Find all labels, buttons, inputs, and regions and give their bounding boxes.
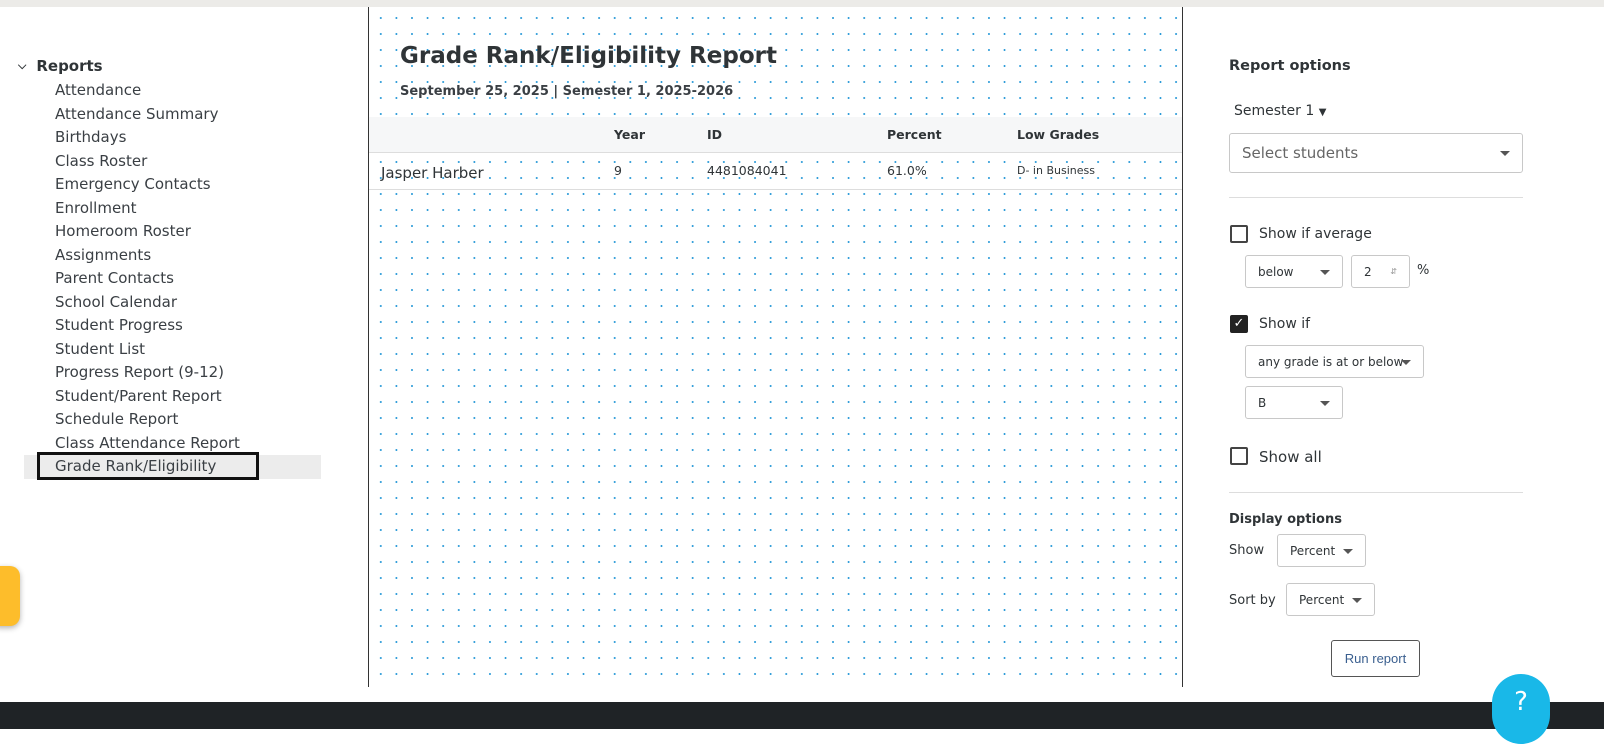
- low-grades-cell: D- in Business: [1017, 164, 1095, 177]
- sort-by-label: Sort by: [1229, 593, 1276, 608]
- sidebar-item-label: Class Attendance Report: [55, 433, 240, 452]
- caret-down-icon: [1352, 597, 1362, 603]
- show-if-average-checkbox[interactable]: [1230, 225, 1248, 243]
- footer-bar: [0, 702, 1604, 729]
- student-name: Jasper Harber: [381, 164, 484, 182]
- year-cell: 9: [614, 163, 622, 178]
- col-percent: Percent: [887, 127, 942, 142]
- sidebar-item-label: Attendance Summary: [55, 104, 219, 123]
- divider: [1229, 492, 1523, 493]
- table-row: Jasper Harber 9 4481084041 61.0% D- in B…: [369, 153, 1182, 190]
- sidebar-item-label: Birthdays: [55, 128, 127, 146]
- grade-condition-dropdown[interactable]: any grade is at or below: [1245, 345, 1424, 378]
- report-options-heading: Report options: [1229, 58, 1351, 74]
- id-cell: 4481084041: [707, 163, 787, 178]
- show-label: Show: [1229, 543, 1265, 558]
- report-subtitle: September 25, 2025 | Semester 1, 2025-20…: [400, 84, 734, 99]
- sidebar-item[interactable]: Progress Report (9-12): [24, 361, 321, 385]
- comparator-value: below: [1258, 264, 1294, 279]
- sidebar-item-label: Schedule Report: [55, 410, 179, 428]
- sort-value: Percent: [1299, 592, 1345, 607]
- sidebar-item[interactable]: Birthdays: [24, 126, 321, 150]
- chevron-down-icon: ⌵: [18, 59, 27, 72]
- sort-by-dropdown[interactable]: Percent: [1286, 583, 1375, 616]
- report-canvas: Grade Rank/Eligibility Report September …: [368, 7, 1183, 687]
- col-year: Year: [614, 127, 645, 142]
- sidebar-item-label: Homeroom Roster: [55, 222, 191, 240]
- caret-down-icon: [1401, 359, 1411, 365]
- col-low-grades: Low Grades: [1017, 127, 1100, 142]
- condition-value: any grade is at or below: [1258, 354, 1404, 369]
- side-widget-tab[interactable]: [0, 566, 20, 626]
- show-value: Percent: [1290, 543, 1336, 558]
- sidebar-item[interactable]: Student List: [24, 338, 321, 362]
- sidebar-item-label: Grade Rank/Eligibility: [36, 452, 260, 480]
- display-options-heading: Display options: [1229, 512, 1342, 527]
- sidebar-item-label: Attendance: [55, 81, 142, 99]
- sidebar-item-label: Student Progress: [55, 316, 183, 334]
- browser-top-strip: [0, 0, 1604, 7]
- sidebar-item-label: Assignments: [55, 245, 152, 264]
- sidebar-item[interactable]: Student/Parent Report: [24, 385, 321, 409]
- percent-cell: 61.0%: [887, 163, 927, 178]
- sidebar-item[interactable]: Student Progress: [24, 314, 321, 338]
- reports-section-toggle[interactable]: ⌵ Reports: [18, 55, 103, 77]
- caret-down-icon: [1320, 269, 1330, 275]
- sidebar-item-label: Student List: [55, 339, 146, 358]
- report-title: Grade Rank/Eligibility Report: [400, 43, 777, 69]
- average-value-stepper[interactable]: 2 ⇵: [1351, 255, 1410, 288]
- sidebar-item-label: Class Roster: [55, 151, 148, 170]
- show-if-checkbox[interactable]: ✓: [1230, 315, 1248, 333]
- average-value: 2: [1364, 264, 1372, 279]
- sidebar-item[interactable]: Parent Contacts: [24, 267, 321, 291]
- sidebar-item[interactable]: Assignments: [24, 244, 321, 268]
- sidebar-item[interactable]: Grade Rank/Eligibility: [24, 452, 321, 480]
- show-all-label: Show all: [1259, 448, 1322, 466]
- percent-unit: %: [1417, 263, 1430, 278]
- table-header: Year ID Percent Low Grades: [369, 117, 1182, 153]
- caret-down-icon: [1500, 151, 1510, 156]
- sidebar-item-label: Parent Contacts: [55, 269, 174, 287]
- average-comparator-dropdown[interactable]: below: [1245, 255, 1343, 288]
- select-students-dropdown[interactable]: Select students: [1229, 133, 1523, 173]
- sidebar-item[interactable]: Schedule Report: [24, 408, 321, 432]
- grade-value: B: [1258, 395, 1267, 410]
- sidebar-item[interactable]: Emergency Contacts: [24, 173, 321, 197]
- caret-down-icon: [1320, 400, 1330, 406]
- show-if-average-label: Show if average: [1259, 226, 1372, 242]
- help-button[interactable]: ?: [1492, 674, 1550, 744]
- question-icon: ?: [1514, 687, 1528, 717]
- show-if-label: Show if: [1259, 316, 1311, 332]
- sidebar-item[interactable]: Homeroom Roster: [24, 220, 321, 244]
- sidebar-item-label: School Calendar: [55, 292, 178, 311]
- run-report-button[interactable]: Run report: [1331, 640, 1420, 677]
- stepper-arrows-icon[interactable]: ⇵: [1390, 267, 1397, 276]
- col-id: ID: [707, 127, 723, 142]
- sidebar-item-label: Enrollment: [55, 198, 137, 217]
- sidebar-item[interactable]: Attendance Summary: [24, 103, 321, 127]
- grade-dropdown[interactable]: B: [1245, 386, 1343, 419]
- sidebar-item-label: Student/Parent Report: [55, 386, 222, 405]
- section-title: Reports: [36, 57, 103, 75]
- caret-down-icon: [1343, 548, 1353, 554]
- sidebar-item[interactable]: Attendance: [24, 79, 321, 103]
- show-dropdown[interactable]: Percent: [1277, 534, 1366, 567]
- sidebar-item[interactable]: Enrollment: [24, 197, 321, 221]
- sidebar-item[interactable]: Class Attendance Report: [24, 432, 321, 456]
- students-placeholder: Select students: [1242, 144, 1359, 162]
- divider: [1229, 197, 1523, 198]
- sidebar-item-label: Progress Report (9-12): [55, 363, 225, 381]
- show-all-checkbox[interactable]: [1230, 447, 1248, 465]
- sidebar-item[interactable]: School Calendar: [24, 291, 321, 315]
- sidebar-item[interactable]: Class Roster: [24, 150, 321, 174]
- semester-dropdown[interactable]: Semester 1 ▼: [1234, 103, 1326, 119]
- checkmark-icon: ✓: [1233, 316, 1245, 331]
- sidebar-item-label: Emergency Contacts: [55, 175, 211, 193]
- caret-down-icon: ▼: [1318, 107, 1327, 118]
- semester-value: Semester 1: [1234, 103, 1315, 119]
